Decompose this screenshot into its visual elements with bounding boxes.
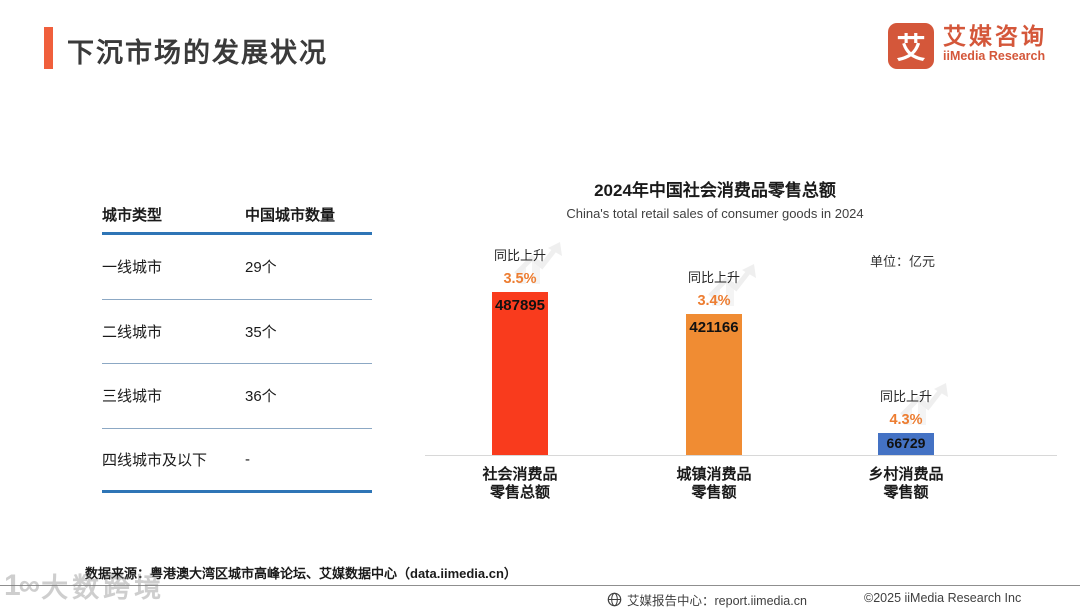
page-title: 下沉市场的发展状况 [67, 38, 328, 68]
city-type-cell: 一线城市 [102, 259, 163, 277]
report-center-link: 艾媒报告中心：report.iimedia.cn [607, 590, 807, 609]
bar-category-line: 社会消费品 [482, 466, 558, 483]
iimedia-logo: 艾 艾媒咨询 iiMedia Research [888, 23, 1047, 69]
watermark-logo-icon: 1∞ [4, 568, 40, 602]
table-header-city-type: 城市类型 [102, 207, 163, 224]
logo-name-en: iiMedia Research [943, 49, 1046, 63]
bar-value-label: 421166 [689, 319, 739, 336]
city-count-cell: - [245, 450, 250, 468]
city-count-cell: 35个 [245, 323, 277, 341]
growth-annotation-label: 同比上升 [493, 248, 546, 263]
data-source-text: 数据来源：粤港澳大湾区城市高峰论坛、艾媒数据中心（data.iimedia.cn… [85, 566, 517, 581]
city-type-cell: 二线城市 [102, 323, 163, 341]
title-accent-bar [44, 27, 53, 69]
trend-up-watermark-icon [708, 264, 756, 306]
growth-percentage: 4.3% [889, 412, 923, 428]
city-count-cell: 36个 [245, 388, 277, 406]
bar-value-label: 66729 [886, 435, 926, 451]
growth-annotation: 同比上升 4.3% [856, 386, 956, 428]
bar: 487895 [492, 292, 548, 455]
trend-up-watermark-icon [900, 383, 948, 425]
globe-icon [607, 592, 622, 607]
growth-percentage: 3.4% [697, 293, 731, 309]
chart-unit-label: 单位：亿元 [870, 254, 936, 269]
table-row: 二线城市 35个 [102, 300, 372, 364]
bar: 421166 [686, 314, 742, 455]
iimedia-logo-icon: 艾 [888, 23, 934, 69]
growth-percentage: 3.5% [503, 271, 537, 287]
table-row: 三线城市 36个 [102, 364, 372, 429]
city-type-cell: 三线城市 [102, 388, 163, 406]
x-axis-line [425, 455, 1057, 456]
bar: 66729 [878, 433, 934, 455]
watermark-text: 大数跨境 [41, 573, 166, 603]
table-row: 一线城市 29个 [102, 235, 372, 300]
bar-category-line: 城镇消费品 [676, 466, 752, 483]
copyright-text: ©2025 iiMedia Research Inc [864, 591, 1022, 605]
watermark: 1∞ 大数跨境 [4, 566, 165, 605]
table-row: 四线城市及以下 - [102, 429, 372, 493]
report-center-text: 艾媒报告中心：report.iimedia.cn [627, 594, 807, 608]
table-header-city-count: 中国城市数量 [245, 207, 336, 224]
bar-category-line: 零售额 [883, 484, 929, 501]
city-count-cell: 29个 [245, 259, 277, 277]
city-type-cell: 四线城市及以下 [102, 451, 208, 469]
trend-up-watermark-icon [514, 242, 562, 284]
chart-title: 2024年中国社会消费品零售总额 [594, 181, 836, 200]
bar-value-label: 487895 [494, 297, 546, 314]
chart-subtitle: China's total retail sales of consumer g… [566, 206, 864, 221]
table-header-row: 城市类型 中国城市数量 [102, 204, 372, 235]
bar-category-label: 城镇消费品 零售额 [644, 466, 784, 502]
bar-category-line: 零售额 [691, 484, 737, 501]
growth-annotation-label: 同比上升 [879, 389, 932, 404]
footer-divider [0, 585, 1080, 586]
growth-annotation: 同比上升 3.5% [470, 245, 570, 287]
bar-category-label: 乡村消费品 零售额 [836, 466, 976, 502]
logo-name-cn: 艾媒咨询 [943, 23, 1047, 49]
bar-category-label: 社会消费品 零售总额 [450, 466, 590, 502]
city-count-table: 城市类型 中国城市数量 一线城市 29个二线城市 35个三线城市 36个四线城市及以下… [102, 204, 372, 493]
growth-annotation: 同比上升 3.4% [664, 267, 764, 309]
bar-category-line: 零售总额 [489, 484, 550, 501]
growth-annotation-label: 同比上升 [687, 270, 740, 285]
bar-category-line: 乡村消费品 [868, 466, 944, 483]
